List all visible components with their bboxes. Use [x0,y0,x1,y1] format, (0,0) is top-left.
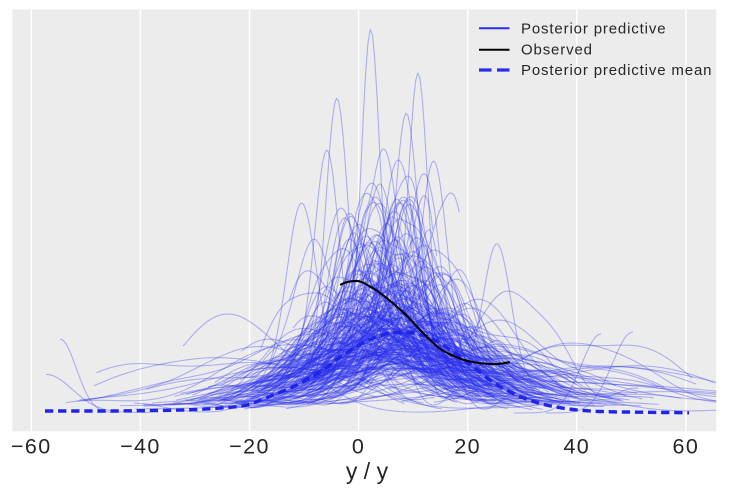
svg-text:Posterior predictive mean: Posterior predictive mean [521,62,712,79]
svg-text:20: 20 [454,435,481,459]
svg-text:−20: −20 [229,435,270,459]
svg-text:40: 40 [563,435,590,459]
svg-text:0: 0 [352,435,365,459]
svg-text:−60: −60 [11,435,52,459]
svg-text:−40: −40 [120,435,161,459]
svg-text:Posterior predictive: Posterior predictive [521,20,666,37]
svg-text:60: 60 [673,435,700,459]
svg-text:Observed: Observed [521,42,593,59]
svg-text:y / y: y / y [346,458,389,484]
